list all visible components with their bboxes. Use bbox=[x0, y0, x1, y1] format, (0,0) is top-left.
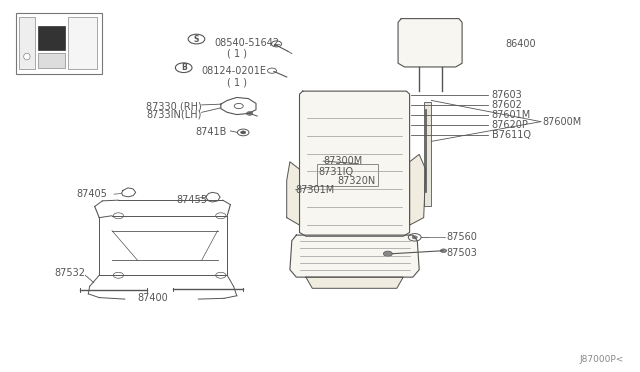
Text: 8741B: 8741B bbox=[195, 128, 227, 137]
Text: 87300M: 87300M bbox=[323, 156, 362, 166]
Text: 87503: 87503 bbox=[447, 248, 477, 258]
Text: 87532: 87532 bbox=[54, 269, 85, 278]
Bar bbox=[19, 17, 35, 69]
Text: 08540-51642: 08540-51642 bbox=[214, 38, 280, 48]
Text: 87301M: 87301M bbox=[296, 185, 335, 195]
Bar bbox=[38, 26, 65, 50]
Polygon shape bbox=[290, 235, 419, 277]
Text: 08124-0201E: 08124-0201E bbox=[202, 67, 267, 76]
Bar bbox=[38, 53, 65, 68]
Polygon shape bbox=[287, 162, 300, 225]
Circle shape bbox=[440, 249, 447, 253]
Text: 86400: 86400 bbox=[506, 39, 536, 48]
Text: 87601M: 87601M bbox=[492, 110, 531, 120]
Circle shape bbox=[412, 236, 417, 239]
Text: 87560: 87560 bbox=[447, 232, 477, 242]
Polygon shape bbox=[398, 19, 462, 67]
Text: 87400: 87400 bbox=[138, 293, 168, 302]
Text: 87455: 87455 bbox=[176, 195, 207, 205]
Bar bbox=[424, 102, 431, 206]
Circle shape bbox=[383, 251, 392, 256]
Text: ( 1 ): ( 1 ) bbox=[227, 49, 247, 59]
Text: 87330 (RH): 87330 (RH) bbox=[146, 101, 202, 111]
Bar bbox=[16, 13, 102, 74]
Circle shape bbox=[241, 131, 246, 134]
Polygon shape bbox=[410, 154, 426, 225]
Text: J87000P<: J87000P< bbox=[580, 355, 624, 364]
Text: 8733IN(LH): 8733IN(LH) bbox=[146, 109, 202, 119]
Text: 87620P: 87620P bbox=[492, 120, 529, 130]
Text: 87603: 87603 bbox=[492, 90, 522, 100]
Bar bbox=[68, 17, 97, 69]
Text: 87602: 87602 bbox=[492, 100, 522, 110]
Text: 87600M: 87600M bbox=[543, 117, 582, 126]
Text: ( 1 ): ( 1 ) bbox=[227, 78, 247, 87]
Text: B: B bbox=[181, 63, 186, 72]
Ellipse shape bbox=[24, 53, 30, 60]
Text: 8731IQ: 8731IQ bbox=[318, 167, 353, 177]
Polygon shape bbox=[300, 91, 410, 236]
Text: S: S bbox=[194, 35, 199, 44]
Text: B7611Q: B7611Q bbox=[492, 130, 531, 140]
Text: 87320N: 87320N bbox=[337, 176, 376, 186]
Bar bbox=[317, 164, 378, 186]
Text: 87405: 87405 bbox=[77, 189, 108, 199]
Polygon shape bbox=[306, 277, 403, 288]
Circle shape bbox=[246, 112, 253, 115]
